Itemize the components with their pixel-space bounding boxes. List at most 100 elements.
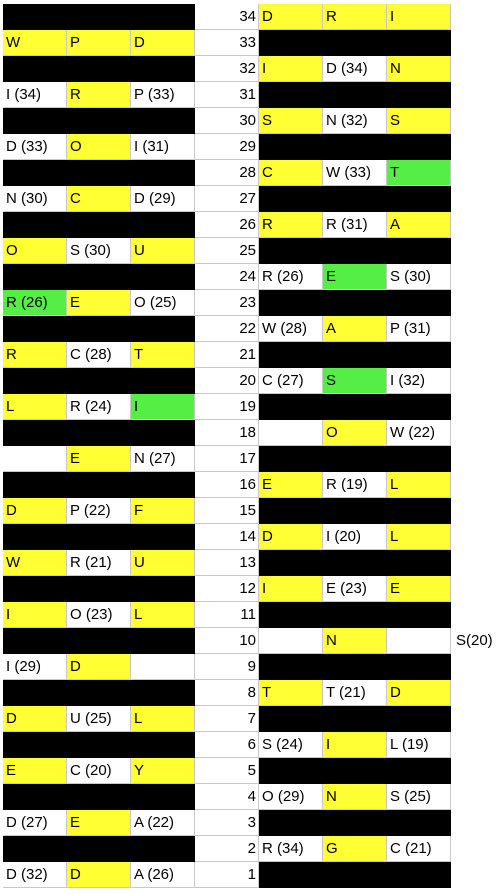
cell-left-col-1-blank[interactable] bbox=[3, 732, 67, 758]
cell-right-col-2-blank[interactable] bbox=[323, 186, 387, 212]
cell-right-col-2[interactable]: R (19) bbox=[323, 472, 387, 498]
row-number-cell[interactable]: 29 bbox=[195, 134, 259, 160]
cell-left-col-3[interactable]: T bbox=[131, 342, 195, 368]
cell-left-col-3[interactable]: Y bbox=[131, 758, 195, 784]
cell-left-col-3-blank[interactable] bbox=[131, 4, 195, 30]
cell-right-col-1[interactable]: O (29) bbox=[259, 784, 323, 810]
cell-right-col-2[interactable]: T (21) bbox=[323, 680, 387, 706]
cell-left-col-1[interactable]: W bbox=[3, 30, 67, 56]
cell-right-col-1-blank[interactable] bbox=[259, 134, 323, 160]
row-number-cell[interactable]: 25 bbox=[195, 238, 259, 264]
row-number-cell[interactable]: 28 bbox=[195, 160, 259, 186]
cell-left-col-3-blank[interactable] bbox=[131, 680, 195, 706]
cell-right-col-1[interactable]: W (28) bbox=[259, 316, 323, 342]
cell-right-col-1-blank[interactable] bbox=[259, 30, 323, 56]
cell-right-col-1-blank[interactable] bbox=[259, 342, 323, 368]
cell-left-col-3[interactable]: N (27) bbox=[131, 446, 195, 472]
cell-left-col-3[interactable]: A (22) bbox=[131, 810, 195, 836]
cell-left-col-2-blank[interactable] bbox=[67, 264, 131, 290]
cell-left-col-1-blank[interactable] bbox=[3, 576, 67, 602]
cell-right-col-1[interactable]: T bbox=[259, 680, 323, 706]
cell-left-col-3-blank[interactable] bbox=[131, 472, 195, 498]
cell-right-col-3[interactable]: D bbox=[387, 680, 451, 706]
cell-left-col-2[interactable]: S (30) bbox=[67, 238, 131, 264]
cell-left-col-2[interactable]: R (24) bbox=[67, 394, 131, 420]
cell-left-col-3-blank[interactable] bbox=[131, 316, 195, 342]
cell-left-col-2[interactable]: O (23) bbox=[67, 602, 131, 628]
cell-left-col-3[interactable]: I (31) bbox=[131, 134, 195, 160]
cell-left-col-1-blank[interactable] bbox=[3, 628, 67, 654]
cell-right-col-3-blank[interactable] bbox=[387, 446, 451, 472]
cell-right-col-1-blank[interactable] bbox=[259, 186, 323, 212]
cell-left-col-2[interactable]: D bbox=[67, 654, 131, 680]
cell-left-col-2-blank[interactable] bbox=[67, 784, 131, 810]
cell-left-col-3-blank[interactable] bbox=[131, 264, 195, 290]
row-number-cell[interactable]: 31 bbox=[195, 82, 259, 108]
cell-right-col-1[interactable]: E bbox=[259, 472, 323, 498]
cell-left-col-1[interactable]: W bbox=[3, 550, 67, 576]
cell-left-col-3[interactable]: I bbox=[131, 394, 195, 420]
cell-right-col-3[interactable]: T bbox=[387, 160, 451, 186]
cell-left-col-3-blank[interactable] bbox=[131, 108, 195, 134]
cell-right-col-2[interactable]: S bbox=[323, 368, 387, 394]
cell-right-col-3[interactable]: A bbox=[387, 212, 451, 238]
cell-right-col-3-blank[interactable] bbox=[387, 654, 451, 680]
cell-right-col-1-blank[interactable] bbox=[259, 290, 323, 316]
cell-left-col-3-blank[interactable] bbox=[131, 732, 195, 758]
cell-left-col-1[interactable] bbox=[3, 446, 67, 472]
cell-left-col-3[interactable]: F bbox=[131, 498, 195, 524]
cell-left-col-2[interactable]: C (20) bbox=[67, 758, 131, 784]
cell-right-col-2-blank[interactable] bbox=[323, 82, 387, 108]
cell-left-col-3[interactable]: U bbox=[131, 238, 195, 264]
cell-left-col-3-blank[interactable] bbox=[131, 784, 195, 810]
cell-left-col-2[interactable]: C (28) bbox=[67, 342, 131, 368]
cell-right-col-1[interactable]: I bbox=[259, 576, 323, 602]
row-number-cell[interactable]: 6 bbox=[195, 732, 259, 758]
cell-right-col-3-blank[interactable] bbox=[387, 550, 451, 576]
cell-left-col-3-blank[interactable] bbox=[131, 524, 195, 550]
cell-left-col-2-blank[interactable] bbox=[67, 732, 131, 758]
cell-left-col-2-blank[interactable] bbox=[67, 368, 131, 394]
cell-left-col-2[interactable]: R (21) bbox=[67, 550, 131, 576]
cell-left-col-2-blank[interactable] bbox=[67, 160, 131, 186]
cell-left-col-2[interactable]: O bbox=[67, 134, 131, 160]
cell-left-col-2-blank[interactable] bbox=[67, 628, 131, 654]
row-number-cell[interactable]: 14 bbox=[195, 524, 259, 550]
cell-right-col-3-blank[interactable] bbox=[387, 602, 451, 628]
cell-right-col-3[interactable]: W (22) bbox=[387, 420, 451, 446]
cell-right-col-3-blank[interactable] bbox=[387, 30, 451, 56]
cell-right-col-1-blank[interactable] bbox=[259, 758, 323, 784]
cell-right-col-1-blank[interactable] bbox=[259, 82, 323, 108]
cell-left-col-1[interactable]: I (29) bbox=[3, 654, 67, 680]
cell-right-col-3[interactable]: L bbox=[387, 472, 451, 498]
cell-right-col-2-blank[interactable] bbox=[323, 446, 387, 472]
cell-right-col-2-blank[interactable] bbox=[323, 290, 387, 316]
outside-note-cell[interactable]: S(20) bbox=[456, 632, 493, 649]
row-number-cell[interactable]: 34 bbox=[195, 4, 259, 30]
row-number-cell[interactable]: 23 bbox=[195, 290, 259, 316]
cell-left-col-1[interactable]: D bbox=[3, 498, 67, 524]
cell-right-col-2-blank[interactable] bbox=[323, 810, 387, 836]
row-number-cell[interactable]: 33 bbox=[195, 30, 259, 56]
cell-right-col-2[interactable]: N bbox=[323, 784, 387, 810]
cell-right-col-1[interactable]: S bbox=[259, 108, 323, 134]
cell-right-col-2[interactable]: I bbox=[323, 732, 387, 758]
cell-left-col-3[interactable]: U bbox=[131, 550, 195, 576]
cell-right-col-3-blank[interactable] bbox=[387, 810, 451, 836]
cell-left-col-1-blank[interactable] bbox=[3, 784, 67, 810]
cell-right-col-2[interactable]: N bbox=[323, 628, 387, 654]
row-number-cell[interactable]: 9 bbox=[195, 654, 259, 680]
cell-right-col-2-blank[interactable] bbox=[323, 602, 387, 628]
cell-right-col-2[interactable]: W (33) bbox=[323, 160, 387, 186]
cell-left-col-1[interactable]: R bbox=[3, 342, 67, 368]
cell-left-col-1-blank[interactable] bbox=[3, 368, 67, 394]
cell-left-col-1-blank[interactable] bbox=[3, 264, 67, 290]
cell-right-col-1[interactable] bbox=[259, 628, 323, 654]
cell-left-col-2-blank[interactable] bbox=[67, 56, 131, 82]
cell-right-col-3[interactable]: P (31) bbox=[387, 316, 451, 342]
row-number-cell[interactable]: 13 bbox=[195, 550, 259, 576]
cell-left-col-1[interactable]: D (33) bbox=[3, 134, 67, 160]
cell-right-col-1-blank[interactable] bbox=[259, 862, 323, 888]
cell-right-col-2-blank[interactable] bbox=[323, 134, 387, 160]
cell-right-col-3-blank[interactable] bbox=[387, 498, 451, 524]
